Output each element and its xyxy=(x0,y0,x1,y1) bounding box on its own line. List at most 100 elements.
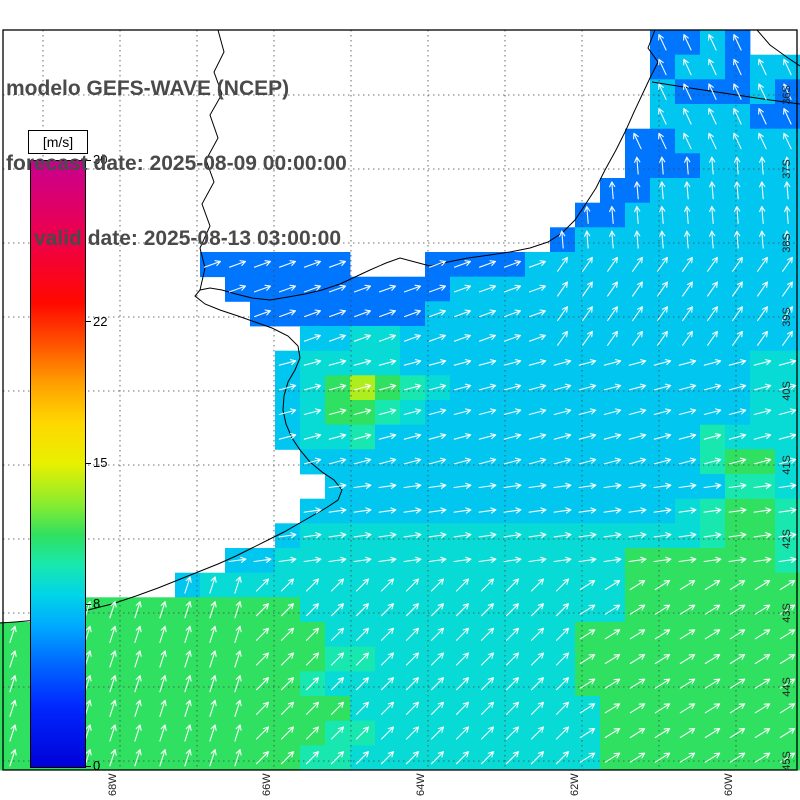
wave-direction-arrow xyxy=(754,629,771,640)
wave-direction-arrow xyxy=(603,507,622,514)
wave-direction-arrow xyxy=(603,433,622,440)
wave-direction-arrow xyxy=(582,330,593,346)
wave-direction-arrow xyxy=(709,230,716,249)
wave-direction-arrow xyxy=(109,625,117,643)
wave-direction-arrow xyxy=(779,678,796,689)
wave-direction-arrow xyxy=(653,383,672,391)
wave-direction-arrow xyxy=(355,578,370,592)
wave-direction-arrow xyxy=(528,334,547,342)
wave-direction-arrow xyxy=(704,604,721,615)
wave-direction-arrow xyxy=(657,281,668,297)
wave-direction-arrow xyxy=(355,726,370,740)
wave-direction-arrow xyxy=(579,678,596,689)
wave-direction-arrow xyxy=(109,650,117,668)
wave-direction-arrow xyxy=(607,330,618,346)
wave-direction-arrow xyxy=(779,727,796,739)
wave-direction-arrow xyxy=(653,359,672,366)
wave-direction-arrow xyxy=(754,653,771,665)
wave-direction-arrow xyxy=(629,653,646,665)
wave-direction-arrow xyxy=(405,751,420,765)
wave-direction-arrow xyxy=(430,751,445,765)
wave-direction-arrow xyxy=(184,724,192,742)
wave-direction-arrow xyxy=(654,579,671,591)
wave-direction-arrow xyxy=(455,578,470,592)
wave-direction-arrow xyxy=(528,556,547,563)
wave-direction-arrow xyxy=(480,578,495,592)
wave-direction-arrow xyxy=(159,650,167,668)
wave-direction-arrow xyxy=(732,330,743,346)
wave-direction-arrow xyxy=(729,752,746,763)
wave-direction-arrow xyxy=(757,306,768,322)
wave-direction-arrow xyxy=(754,678,771,689)
wave-direction-arrow xyxy=(579,579,596,591)
wave-direction-arrow xyxy=(234,724,242,742)
wave-direction-arrow xyxy=(732,306,743,322)
wave-direction-arrow xyxy=(303,334,322,342)
wave-direction-arrow xyxy=(234,749,242,767)
wave-direction-arrow xyxy=(453,457,472,465)
title-block: modelo GEFS-WAVE (NCEP) forecast date: 2… xyxy=(6,26,347,301)
wave-direction-arrow xyxy=(704,629,721,640)
lon-label: 68W xyxy=(107,773,119,796)
wave-direction-arrow xyxy=(629,629,646,640)
wave-direction-arrow xyxy=(678,383,697,391)
wave-direction-arrow xyxy=(330,578,345,592)
wave-direction-arrow xyxy=(184,749,192,767)
wave-direction-arrow xyxy=(353,359,372,366)
wave-direction-arrow xyxy=(478,334,497,342)
wave-direction-arrow xyxy=(184,576,192,594)
lat-label: 42S xyxy=(781,529,793,549)
wave-direction-arrow xyxy=(355,652,370,666)
wave-direction-arrow xyxy=(779,703,796,714)
wave-direction-arrow xyxy=(653,457,672,465)
wave-direction-arrow xyxy=(782,281,793,297)
wave-direction-arrow xyxy=(109,675,117,693)
wave-direction-arrow xyxy=(328,334,347,342)
wave-direction-arrow xyxy=(679,752,696,763)
wave-direction-arrow xyxy=(234,650,242,668)
wave-direction-arrow xyxy=(328,359,347,366)
wave-direction-arrow xyxy=(209,625,217,643)
wave-direction-arrow xyxy=(679,678,696,689)
wave-direction-arrow xyxy=(734,156,741,175)
wave-direction-arrow xyxy=(378,284,397,293)
lat-label: 36S xyxy=(781,85,793,105)
wave-direction-arrow xyxy=(629,604,646,615)
wave-direction-arrow xyxy=(707,256,718,272)
wave-direction-arrow xyxy=(353,556,372,563)
wave-direction-arrow xyxy=(778,457,797,465)
wave-direction-arrow xyxy=(783,58,792,76)
wave-direction-arrow xyxy=(134,699,142,717)
wave-direction-arrow xyxy=(754,579,771,591)
wave-direction-arrow xyxy=(603,457,622,465)
wave-direction-arrow xyxy=(453,433,472,440)
wave-direction-arrow xyxy=(134,625,142,643)
wave-direction-arrow xyxy=(553,359,572,366)
wave-direction-arrow xyxy=(453,556,472,563)
wave-direction-arrow xyxy=(428,284,447,293)
wave-direction-arrow xyxy=(530,603,545,617)
wave-direction-arrow xyxy=(430,627,445,641)
wave-direction-arrow xyxy=(478,359,497,366)
wave-direction-arrow xyxy=(455,652,470,666)
wave-direction-arrow xyxy=(505,578,520,592)
wave-direction-arrow xyxy=(503,532,522,539)
wave-direction-arrow xyxy=(278,309,297,318)
wave-direction-arrow xyxy=(378,457,397,465)
wave-direction-arrow xyxy=(704,579,721,591)
wave-direction-arrow xyxy=(328,507,347,514)
wave-direction-arrow xyxy=(403,507,422,514)
wave-direction-arrow xyxy=(703,383,722,391)
wave-direction-arrow xyxy=(184,650,192,668)
wave-direction-arrow xyxy=(607,306,618,322)
wave-direction-arrow xyxy=(528,408,547,416)
wave-direction-arrow xyxy=(505,726,520,740)
wave-direction-arrow xyxy=(478,532,497,539)
wave-direction-arrow xyxy=(555,578,570,592)
wave-direction-arrow xyxy=(555,751,570,765)
wave-direction-arrow xyxy=(159,749,167,767)
wave-direction-arrow xyxy=(303,309,322,318)
wave-direction-arrow xyxy=(758,132,767,150)
wave-direction-arrow xyxy=(255,677,270,691)
wave-direction-arrow xyxy=(654,653,671,665)
